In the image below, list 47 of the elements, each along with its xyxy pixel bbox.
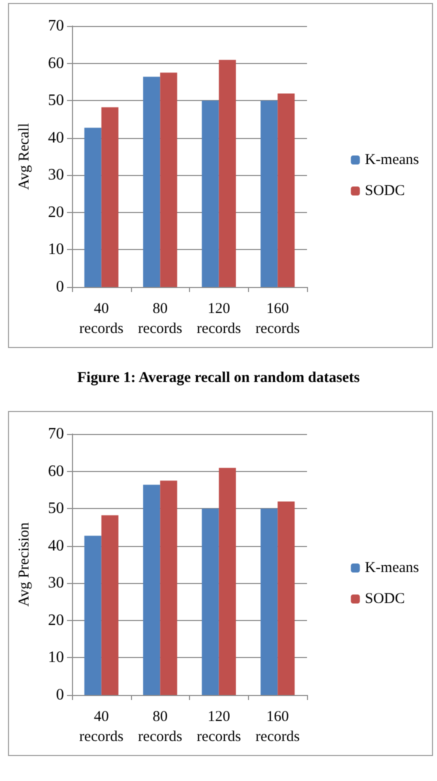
bar: [202, 508, 219, 695]
bar: [218, 60, 236, 287]
bar: [84, 128, 102, 287]
x-tick-label: 120 records: [196, 301, 242, 337]
bar: [218, 468, 236, 695]
x-tick-label: 160 records: [256, 301, 300, 337]
y-tick-label: 0: [56, 278, 64, 296]
y-tick-label: 30: [48, 166, 64, 184]
y-tick-label: 20: [48, 612, 64, 629]
y-tick-label: 60: [48, 54, 64, 72]
bar: [260, 508, 278, 695]
legend-label: K-means: [364, 560, 420, 576]
bar: [101, 515, 118, 695]
y-tick-label: 10: [48, 241, 64, 258]
x-tick-label: 40 records: [79, 301, 124, 337]
bar: [101, 107, 118, 287]
bar: [160, 480, 178, 695]
bar: [278, 501, 295, 695]
y-tick-label: 20: [48, 204, 64, 221]
caption: Figure 1: Average recall on random datasets: [76, 370, 361, 387]
y-axis-title: Avg Recall: [16, 123, 32, 190]
bar: [260, 100, 278, 287]
y-axis-title: Avg Precision: [16, 522, 32, 607]
legend-label: K-means: [364, 152, 420, 168]
y-tick-label: 30: [48, 574, 64, 592]
bar: [202, 100, 219, 287]
y-tick-label: 0: [56, 686, 64, 704]
x-tick-label: 160 records: [256, 709, 300, 745]
x-tick-label: 80 records: [138, 301, 182, 337]
bar: [278, 93, 295, 287]
bar: [143, 484, 160, 695]
y-tick-label: 40: [48, 537, 64, 554]
x-tick-label: 80 records: [138, 709, 182, 745]
y-tick-label: 40: [48, 129, 64, 146]
y-tick-label: 70: [48, 18, 64, 34]
x-tick-label: 120 records: [196, 709, 242, 745]
bar: [160, 72, 178, 287]
bar: [143, 76, 160, 287]
y-tick-label: 70: [48, 426, 64, 442]
x-tick-label: 40 records: [79, 709, 124, 745]
legend-label: SODC: [364, 183, 405, 199]
bar: [84, 536, 102, 695]
legend-label: SODC: [364, 591, 405, 607]
y-tick-label: 60: [48, 462, 64, 480]
y-tick-label: 50: [48, 92, 64, 110]
y-tick-label: 10: [48, 649, 64, 666]
y-tick-label: 50: [48, 500, 64, 518]
